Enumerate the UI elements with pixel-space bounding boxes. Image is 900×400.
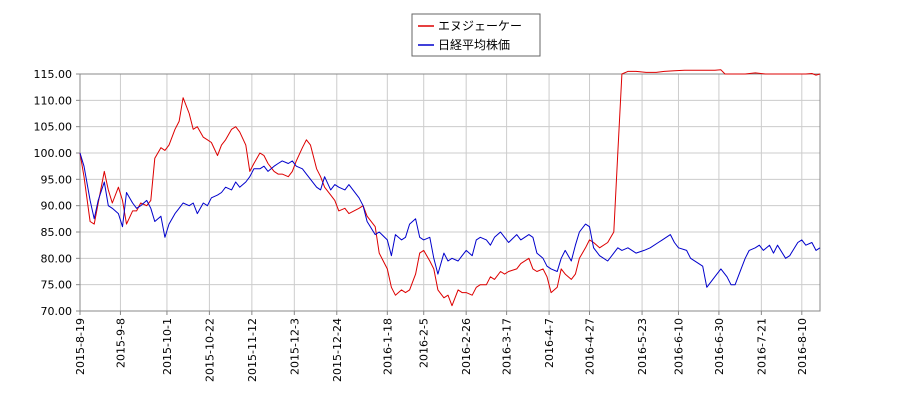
x-tick-label: 2016-1-18	[381, 318, 394, 375]
y-axis: 70.00 75.00 80.00 85.00 90.00 95.00 100.00 105.…	[34, 68, 80, 318]
y-tick-label: 115.00	[34, 68, 73, 81]
y-tick-label: 75.00	[41, 279, 73, 292]
series-group	[79, 69, 821, 307]
x-tick-label: 2016-6-30	[713, 318, 726, 375]
x-tick-label: 2016-7-21	[755, 318, 768, 375]
x-tick-label: 2015-10-1	[161, 318, 174, 375]
x-tick-label: 2016-3-17	[501, 318, 514, 375]
legend-label-1: 日経平均株価	[438, 37, 510, 52]
series-line-0	[79, 69, 821, 307]
y-tick-label: 70.00	[41, 305, 73, 318]
series-line-1	[79, 152, 821, 288]
x-tick-label: 2015-10-22	[203, 318, 216, 382]
x-tick-label: 2015-11-12	[246, 318, 259, 382]
x-tick-label: 2016-4-27	[584, 318, 597, 375]
y-tick-label: 90.00	[41, 200, 73, 213]
x-tick-label: 2015-12-3	[288, 318, 301, 375]
x-tick-label: 2016-4-7	[543, 318, 556, 368]
x-tick-label: 2015-8-19	[74, 318, 87, 375]
y-tick-label: 100.00	[34, 147, 73, 160]
x-tick-label: 2016-5-23	[636, 318, 649, 375]
x-tick-label: 2016-6-10	[672, 318, 685, 375]
x-tick-label: 2015-12-24	[331, 318, 344, 382]
grid	[79, 73, 820, 312]
x-tick-label: 2016-8-10	[796, 318, 809, 375]
y-tick-label: 80.00	[41, 252, 73, 265]
legend: エヌジェーケー 日経平均株価	[411, 13, 541, 57]
legend-box	[411, 13, 541, 57]
y-tick-label: 110.00	[34, 94, 73, 107]
legend-label-0: エヌジェーケー	[438, 19, 522, 33]
y-tick-label: 95.00	[41, 173, 73, 186]
x-tick-label: 2015-9-8	[114, 318, 127, 368]
x-axis: 2015-8-19 2015-9-8 2015-10-1 2015-10-22 2015…	[74, 311, 809, 382]
x-tick-label: 2016-2-5	[418, 318, 431, 368]
y-tick-label: 105.00	[34, 121, 73, 134]
plot-area	[79, 73, 821, 312]
y-tick-label: 85.00	[41, 226, 73, 239]
x-tick-label: 2016-2-26	[460, 318, 473, 375]
